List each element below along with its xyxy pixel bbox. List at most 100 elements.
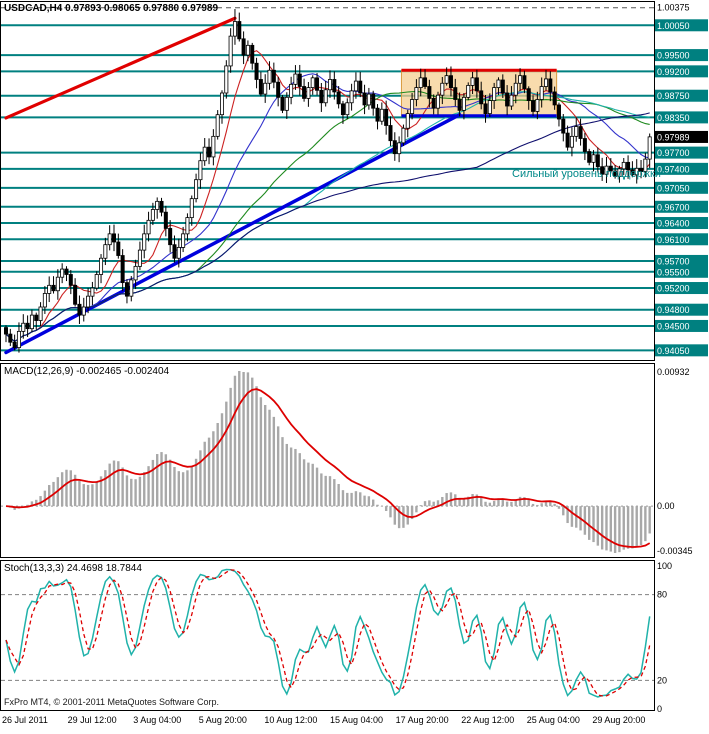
candle-body [556,104,561,120]
level-price-label: 0.95200 [657,284,690,294]
candle-body [431,98,436,109]
candle-body [120,255,125,284]
time-axis-label: 10 Aug 12:00 [264,715,317,725]
candle-body [647,136,652,160]
candle-body [435,94,440,109]
candle-body [461,96,466,111]
level-price-tag [655,49,708,62]
candle-body [51,284,56,292]
candle-body [621,161,626,170]
candle-body [448,75,453,88]
candle-body [137,249,142,267]
candle-body [155,200,160,210]
stoch-axis-label: 80 [657,590,667,600]
candle-body [38,306,43,321]
trendline-1[interactable] [4,112,462,355]
level-price-tag [655,265,708,278]
candle-body [444,75,449,84]
level-price-label: 0.94800 [657,305,690,315]
candle-body [306,87,311,99]
price-axis[interactable]: 1.00375 1.00050 0.99500 0.99200 0.98750 0.983… [655,3,708,357]
level-price-tag [655,200,708,213]
ma-110 [5,112,650,342]
candle-body [626,161,631,171]
candle-body [228,35,233,67]
candle-body [397,142,402,155]
candle-body [163,211,168,229]
candle-body [492,87,497,101]
candles [4,9,652,353]
level-price-tag [655,233,708,246]
candle-body [639,167,644,172]
level-price-label: 0.99500 [657,51,690,61]
candle-body [12,341,17,349]
level-price-label: 1.00050 [657,21,690,31]
candle-body [34,314,39,321]
macd-axis-label: 0.00932 [657,367,690,377]
candle-body [574,126,579,137]
candle-body [263,82,268,95]
candle-body [29,314,34,330]
candle-body [353,80,358,92]
level-price-label: 0.94050 [657,346,690,356]
candle-body [21,322,26,332]
candle-body [297,73,302,87]
candle-body [146,219,151,235]
candle-body [211,135,216,158]
candle-body [25,322,30,330]
candle-body [176,247,181,259]
candle-body [427,86,432,99]
candle-body [392,140,397,155]
level-price-tag [655,217,708,230]
candle-body [371,93,376,109]
time-axis-label: 25 Aug 04:00 [527,715,580,725]
candle-body [388,125,393,142]
candle-body [254,62,259,80]
candle-body [194,179,199,200]
level-price-label: 0.96100 [657,235,690,245]
candle-body [505,92,510,107]
candle-body [289,83,294,98]
candle-body [345,102,350,116]
level-price-tag [655,162,708,175]
candle-body [539,86,544,100]
candle-body [4,327,9,335]
candle-body [202,146,207,162]
candle-body [224,65,229,94]
candle-body [604,165,609,175]
level-price-tag [655,111,708,124]
candle-body [401,127,406,144]
time-axis-label: 3 Aug 04:00 [133,715,181,725]
trendline-0[interactable] [4,16,237,120]
candle-body [185,217,190,235]
candle-body [55,276,60,292]
candle-body [535,99,540,112]
panel-border-0 [0,1,655,361]
candle-body [544,78,549,87]
candle-body [284,96,289,111]
candle-body [323,89,328,104]
candle-body [172,244,177,259]
level-price-label: 0.95500 [657,267,690,277]
panel-border-2 [0,560,655,711]
candle-body [103,244,108,259]
stoch-axis-label: 0 [657,704,662,714]
time-axis-label: 29 Jul 12:00 [68,715,117,725]
candle-body [479,90,484,105]
candle-body [582,138,587,152]
level-price-label: 0.95700 [657,256,690,266]
candle-body [219,92,224,116]
candle-body [116,241,121,256]
candle-body [42,293,47,308]
candle-body [643,158,648,172]
candle-body [112,233,117,243]
candle-body [245,44,250,56]
level-price-tag [655,89,708,102]
level-price-label: 0.98750 [657,91,690,101]
axis-scale-top-label: 1.00375 [657,3,690,13]
time-axis[interactable]: 26 Jul 2011 29 Jul 12:00 3 Aug 04:00 5 Aug … [2,715,645,725]
candle-body [483,103,488,114]
candle-body [142,233,147,251]
